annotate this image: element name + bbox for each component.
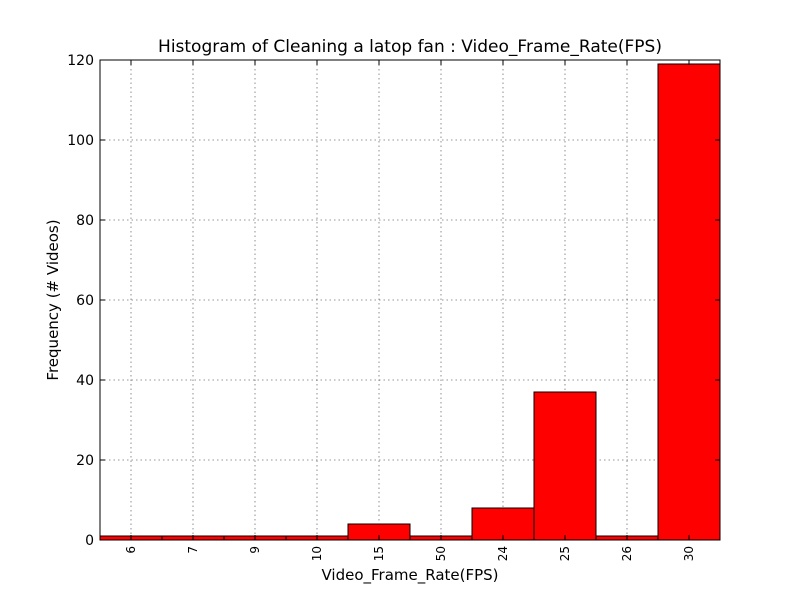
- x-tick-label: 10: [310, 546, 324, 561]
- chart-title: Histogram of Cleaning a latop fan : Vide…: [158, 37, 662, 57]
- histogram-bar: [533, 391, 597, 541]
- x-tick-label: 50: [434, 546, 448, 561]
- x-tick-label: 7: [186, 546, 200, 554]
- y-tick-label: 60: [76, 293, 94, 309]
- y-axis-label: Frequency (# Videos): [44, 219, 62, 380]
- y-tick-label: 20: [76, 453, 94, 469]
- y-tick-label: 0: [85, 533, 94, 549]
- x-tick-label: 24: [496, 546, 510, 561]
- histogram-bar: [657, 63, 721, 541]
- ticks: 0 20 40 60 80 100 120 6 7 9 10 15 50 24 25 26 30: [67, 53, 720, 561]
- x-tick-label: 15: [372, 546, 386, 561]
- x-tick-label: 30: [682, 546, 696, 561]
- bars: [99, 63, 721, 541]
- y-tick-label: 40: [76, 373, 94, 389]
- x-tick-label: 9: [248, 546, 262, 554]
- x-axis-label: Video_Frame_Rate(FPS): [321, 566, 498, 585]
- x-tick-label: 26: [620, 546, 634, 561]
- y-tick-label: 80: [76, 213, 94, 229]
- y-tick-label: 100: [67, 133, 94, 149]
- y-tick-label: 120: [67, 53, 94, 69]
- x-tick-label: 25: [558, 546, 572, 561]
- grid-lines: [100, 60, 720, 540]
- x-tick-label: 6: [124, 546, 138, 554]
